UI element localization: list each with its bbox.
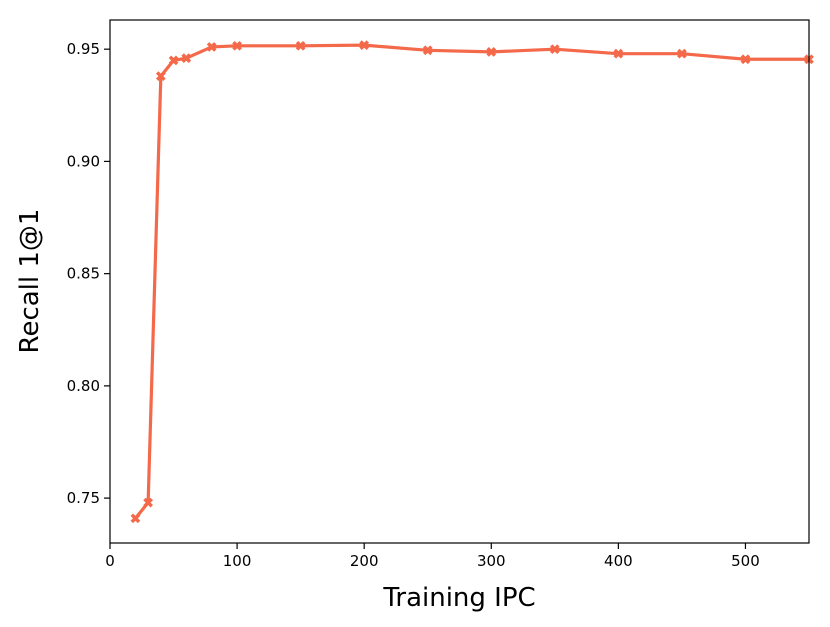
data-point	[206, 42, 217, 52]
data-point	[155, 71, 166, 81]
y-tick-label: 0.85	[67, 265, 100, 283]
data-point	[677, 48, 687, 59]
data-point	[232, 40, 242, 51]
series-line	[133, 43, 811, 520]
data-point	[740, 54, 751, 65]
data-point	[181, 53, 192, 64]
y-tick-label: 0.75	[67, 489, 100, 507]
y-tick-label: 0.95	[67, 40, 100, 58]
data-point	[549, 44, 560, 55]
data-point	[168, 55, 179, 66]
data-point	[295, 40, 306, 51]
y-tick-label: 0.80	[67, 377, 100, 395]
y-axis: 0.75 0.80 0.85 0.90 0.95	[67, 40, 110, 507]
x-tick-label: 400	[604, 552, 633, 570]
x-tick-label: 500	[731, 552, 760, 570]
data-point	[143, 497, 153, 508]
x-tick-label: 200	[350, 552, 379, 570]
data-point	[130, 513, 141, 524]
y-tick-label: 0.90	[67, 152, 100, 170]
data-point	[613, 48, 624, 59]
x-tick-label: 0	[105, 552, 115, 570]
plot-frame	[109, 19, 810, 544]
data-point	[486, 47, 497, 57]
data-point	[359, 40, 370, 51]
x-tick-label: 300	[477, 552, 506, 570]
data-point	[422, 45, 433, 56]
x-axis: 0 100 200 300 400 500	[105, 543, 760, 570]
x-axis-title: Training IPC	[382, 583, 535, 613]
x-tick-label: 100	[223, 552, 252, 570]
plot-area	[130, 40, 814, 524]
y-axis-title: Recall 1@1	[15, 209, 45, 354]
